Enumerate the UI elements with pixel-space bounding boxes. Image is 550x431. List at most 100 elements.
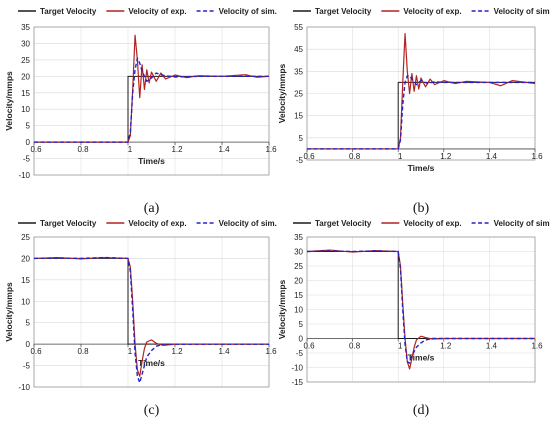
y-axis-label: Velocity/mmps xyxy=(4,282,14,342)
y-tick-label: -5 xyxy=(296,156,304,165)
legend-label: Velocity of exp. xyxy=(403,7,461,16)
legend: Target Velocity Velocity of exp. Velocity … xyxy=(293,219,550,228)
panel-caption: (d) xyxy=(413,403,430,418)
legend: Target Velocity Velocity of exp. Velocity … xyxy=(293,7,550,16)
series-line-sim xyxy=(306,250,535,364)
y-tick-label: 25 xyxy=(294,262,303,271)
series-line-exp xyxy=(34,34,270,143)
y-tick-label: 30 xyxy=(21,39,30,48)
legend: Target Velocity Velocity of exp. Velocity … xyxy=(18,219,277,228)
legend-label: Velocity of exp. xyxy=(128,219,186,228)
x-tick-label: 0.6 xyxy=(30,347,42,356)
series-line-exp xyxy=(307,33,536,150)
x-tick-label: 0.8 xyxy=(77,145,89,154)
legend-label: Velocity of sim. xyxy=(219,7,277,16)
x-tick-label: 1.6 xyxy=(531,152,543,161)
series-line-exp xyxy=(33,256,269,377)
x-tick-label: 0.6 xyxy=(303,152,315,161)
series-line-sim xyxy=(33,256,269,384)
x-axis-label: Time/s xyxy=(408,353,435,363)
x-axis-label: Time/s xyxy=(138,156,165,166)
y-tick-label: 15 xyxy=(21,89,30,98)
y-tick-label: 10 xyxy=(294,306,303,315)
y-tick-label: 5 xyxy=(299,134,304,143)
x-tick-label: 1.4 xyxy=(218,347,230,356)
x-tick-label: 0.8 xyxy=(349,152,361,161)
x-axis-label: Time/s xyxy=(138,358,165,368)
x-tick-label: 1.2 xyxy=(171,347,183,356)
chart-panel-a: Target Velocity Velocity of exp. Velocity … xyxy=(4,7,277,216)
panel-caption: (b) xyxy=(413,201,430,216)
legend-label: Velocity of exp. xyxy=(403,219,461,228)
x-tick-label: 1.6 xyxy=(265,347,277,356)
plot-area xyxy=(33,236,270,388)
y-tick-label: 10 xyxy=(21,105,30,114)
x-tick-label: 1 xyxy=(128,347,133,356)
chart-panel-d: Target Velocity Velocity of exp. Velocity … xyxy=(277,219,550,418)
panel-caption: (a) xyxy=(144,201,160,216)
plot-area xyxy=(306,26,536,161)
y-axis-label: Velocity/mmps xyxy=(277,63,287,123)
x-tick-label: 1 xyxy=(128,145,133,154)
legend-label: Target Velocity xyxy=(40,219,97,228)
x-tick-label: 1.2 xyxy=(440,342,452,351)
legend-label: Target Velocity xyxy=(315,7,372,16)
plot-area xyxy=(306,236,536,383)
legend-label: Velocity of exp. xyxy=(128,7,186,16)
x-tick-label: 1.4 xyxy=(218,145,230,154)
legend-label: Target Velocity xyxy=(40,7,97,16)
y-tick-label: 0 xyxy=(299,335,304,344)
series-line-sim xyxy=(307,75,535,150)
y-tick-label: 55 xyxy=(294,23,303,32)
x-tick-label: 1.4 xyxy=(486,342,498,351)
y-tick-label: -10 xyxy=(18,171,30,180)
y-tick-label: 20 xyxy=(294,277,303,286)
x-tick-label: 0.6 xyxy=(303,342,315,351)
y-tick-label: 30 xyxy=(294,248,303,257)
x-tick-label: 1 xyxy=(398,152,403,161)
y-tick-label: -5 xyxy=(23,362,31,371)
chart-panel-b: Target Velocity Velocity of exp. Velocity … xyxy=(277,7,550,216)
y-tick-label: -10 xyxy=(18,383,30,392)
panel-caption: (c) xyxy=(144,403,160,418)
series-line-sim xyxy=(34,57,269,143)
x-tick-label: 0.8 xyxy=(349,342,361,351)
chart-panel-c: Target Velocity Velocity of exp. Velocity … xyxy=(4,219,277,418)
legend-label: Velocity of sim. xyxy=(494,7,550,16)
y-tick-label: 35 xyxy=(294,67,303,76)
y-tick-label: 5 xyxy=(26,319,31,328)
y-axis-label: Velocity/mmps xyxy=(4,71,14,131)
x-tick-label: 0.8 xyxy=(77,347,89,356)
legend-label: Velocity of sim. xyxy=(494,219,550,228)
y-tick-label: 15 xyxy=(21,276,30,285)
x-tick-label: 1 xyxy=(398,342,403,351)
y-tick-label: 35 xyxy=(21,23,30,32)
x-axis-label: Time/s xyxy=(408,163,435,173)
plot-area xyxy=(33,26,270,176)
y-tick-label: 10 xyxy=(21,297,30,306)
y-tick-label: 20 xyxy=(21,254,30,263)
y-tick-label: 35 xyxy=(294,233,303,242)
x-tick-label: 1.2 xyxy=(171,145,183,154)
y-tick-label: 5 xyxy=(26,122,31,131)
x-tick-label: 1.4 xyxy=(486,152,498,161)
legend: Target Velocity Velocity of exp. Velocity … xyxy=(18,7,277,16)
y-tick-label: 45 xyxy=(294,45,303,54)
y-tick-label: -5 xyxy=(296,349,304,358)
y-tick-label: 15 xyxy=(294,291,303,300)
y-tick-label: 20 xyxy=(21,72,30,81)
y-tick-label: 25 xyxy=(21,233,30,242)
x-tick-label: 0.6 xyxy=(30,145,42,154)
x-tick-label: 1.6 xyxy=(265,145,277,154)
y-tick-label: -5 xyxy=(23,155,31,164)
y-tick-label: 0 xyxy=(26,138,31,147)
y-tick-label: 0 xyxy=(26,340,31,349)
x-tick-label: 1.2 xyxy=(440,152,452,161)
y-tick-label: 25 xyxy=(294,90,303,99)
y-tick-label: -10 xyxy=(291,364,303,373)
legend-label: Target Velocity xyxy=(315,219,372,228)
legend-label: Velocity of sim. xyxy=(219,219,277,228)
y-tick-label: -15 xyxy=(291,378,303,387)
y-tick-label: 25 xyxy=(21,56,30,65)
